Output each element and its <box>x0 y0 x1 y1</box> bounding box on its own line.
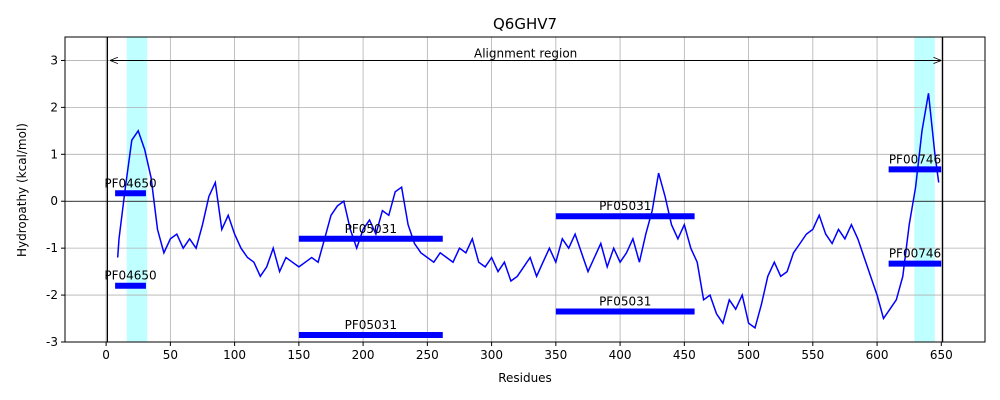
domain-label: PF05031 <box>599 199 651 213</box>
domain-label: PF00746 <box>889 152 941 166</box>
x-tick-label: 350 <box>544 348 567 362</box>
y-tick-label: 1 <box>50 147 58 161</box>
highlight-span <box>126 37 148 342</box>
y-tick-label: 2 <box>50 100 58 114</box>
domain-label: PF04650 <box>104 269 156 283</box>
y-tick-label: -1 <box>46 241 58 255</box>
domain-label: PF04650 <box>104 176 156 190</box>
annotation-label: Alignment region <box>474 46 577 60</box>
domain-label: PF05031 <box>599 295 651 309</box>
plot-frame <box>64 36 986 343</box>
x-axis-label: Residues <box>498 371 552 385</box>
x-tick-label: 150 <box>287 348 310 362</box>
y-axis-label: Hydropathy (kcal/mol) <box>15 123 29 257</box>
x-tick-label: 650 <box>930 348 953 362</box>
y-tick-label: 0 <box>50 194 58 208</box>
x-tick-label: 50 <box>163 348 178 362</box>
x-tick-label: 100 <box>223 348 246 362</box>
domain-label: PF05031 <box>345 318 397 332</box>
x-tick-label: 0 <box>102 348 110 362</box>
x-tick-label: 200 <box>352 348 375 362</box>
chart-title: Q6GHV7 <box>493 15 557 33</box>
x-tick-label: 550 <box>801 348 824 362</box>
domain-label: PF00746 <box>889 247 941 261</box>
y-tick-label: 3 <box>50 53 58 67</box>
x-tick-label: 250 <box>416 348 439 362</box>
x-tick-label: 500 <box>737 348 760 362</box>
y-tick-label: -2 <box>46 288 58 302</box>
x-tick-label: 400 <box>609 348 632 362</box>
domain-label: PF05031 <box>345 222 397 236</box>
y-tick-label: -3 <box>46 335 58 349</box>
x-tick-label: 300 <box>480 348 503 362</box>
x-tick-label: 600 <box>866 348 889 362</box>
x-tick-label: 450 <box>673 348 696 362</box>
highlight-span <box>914 37 935 342</box>
hydropathy-line <box>116 93 940 330</box>
